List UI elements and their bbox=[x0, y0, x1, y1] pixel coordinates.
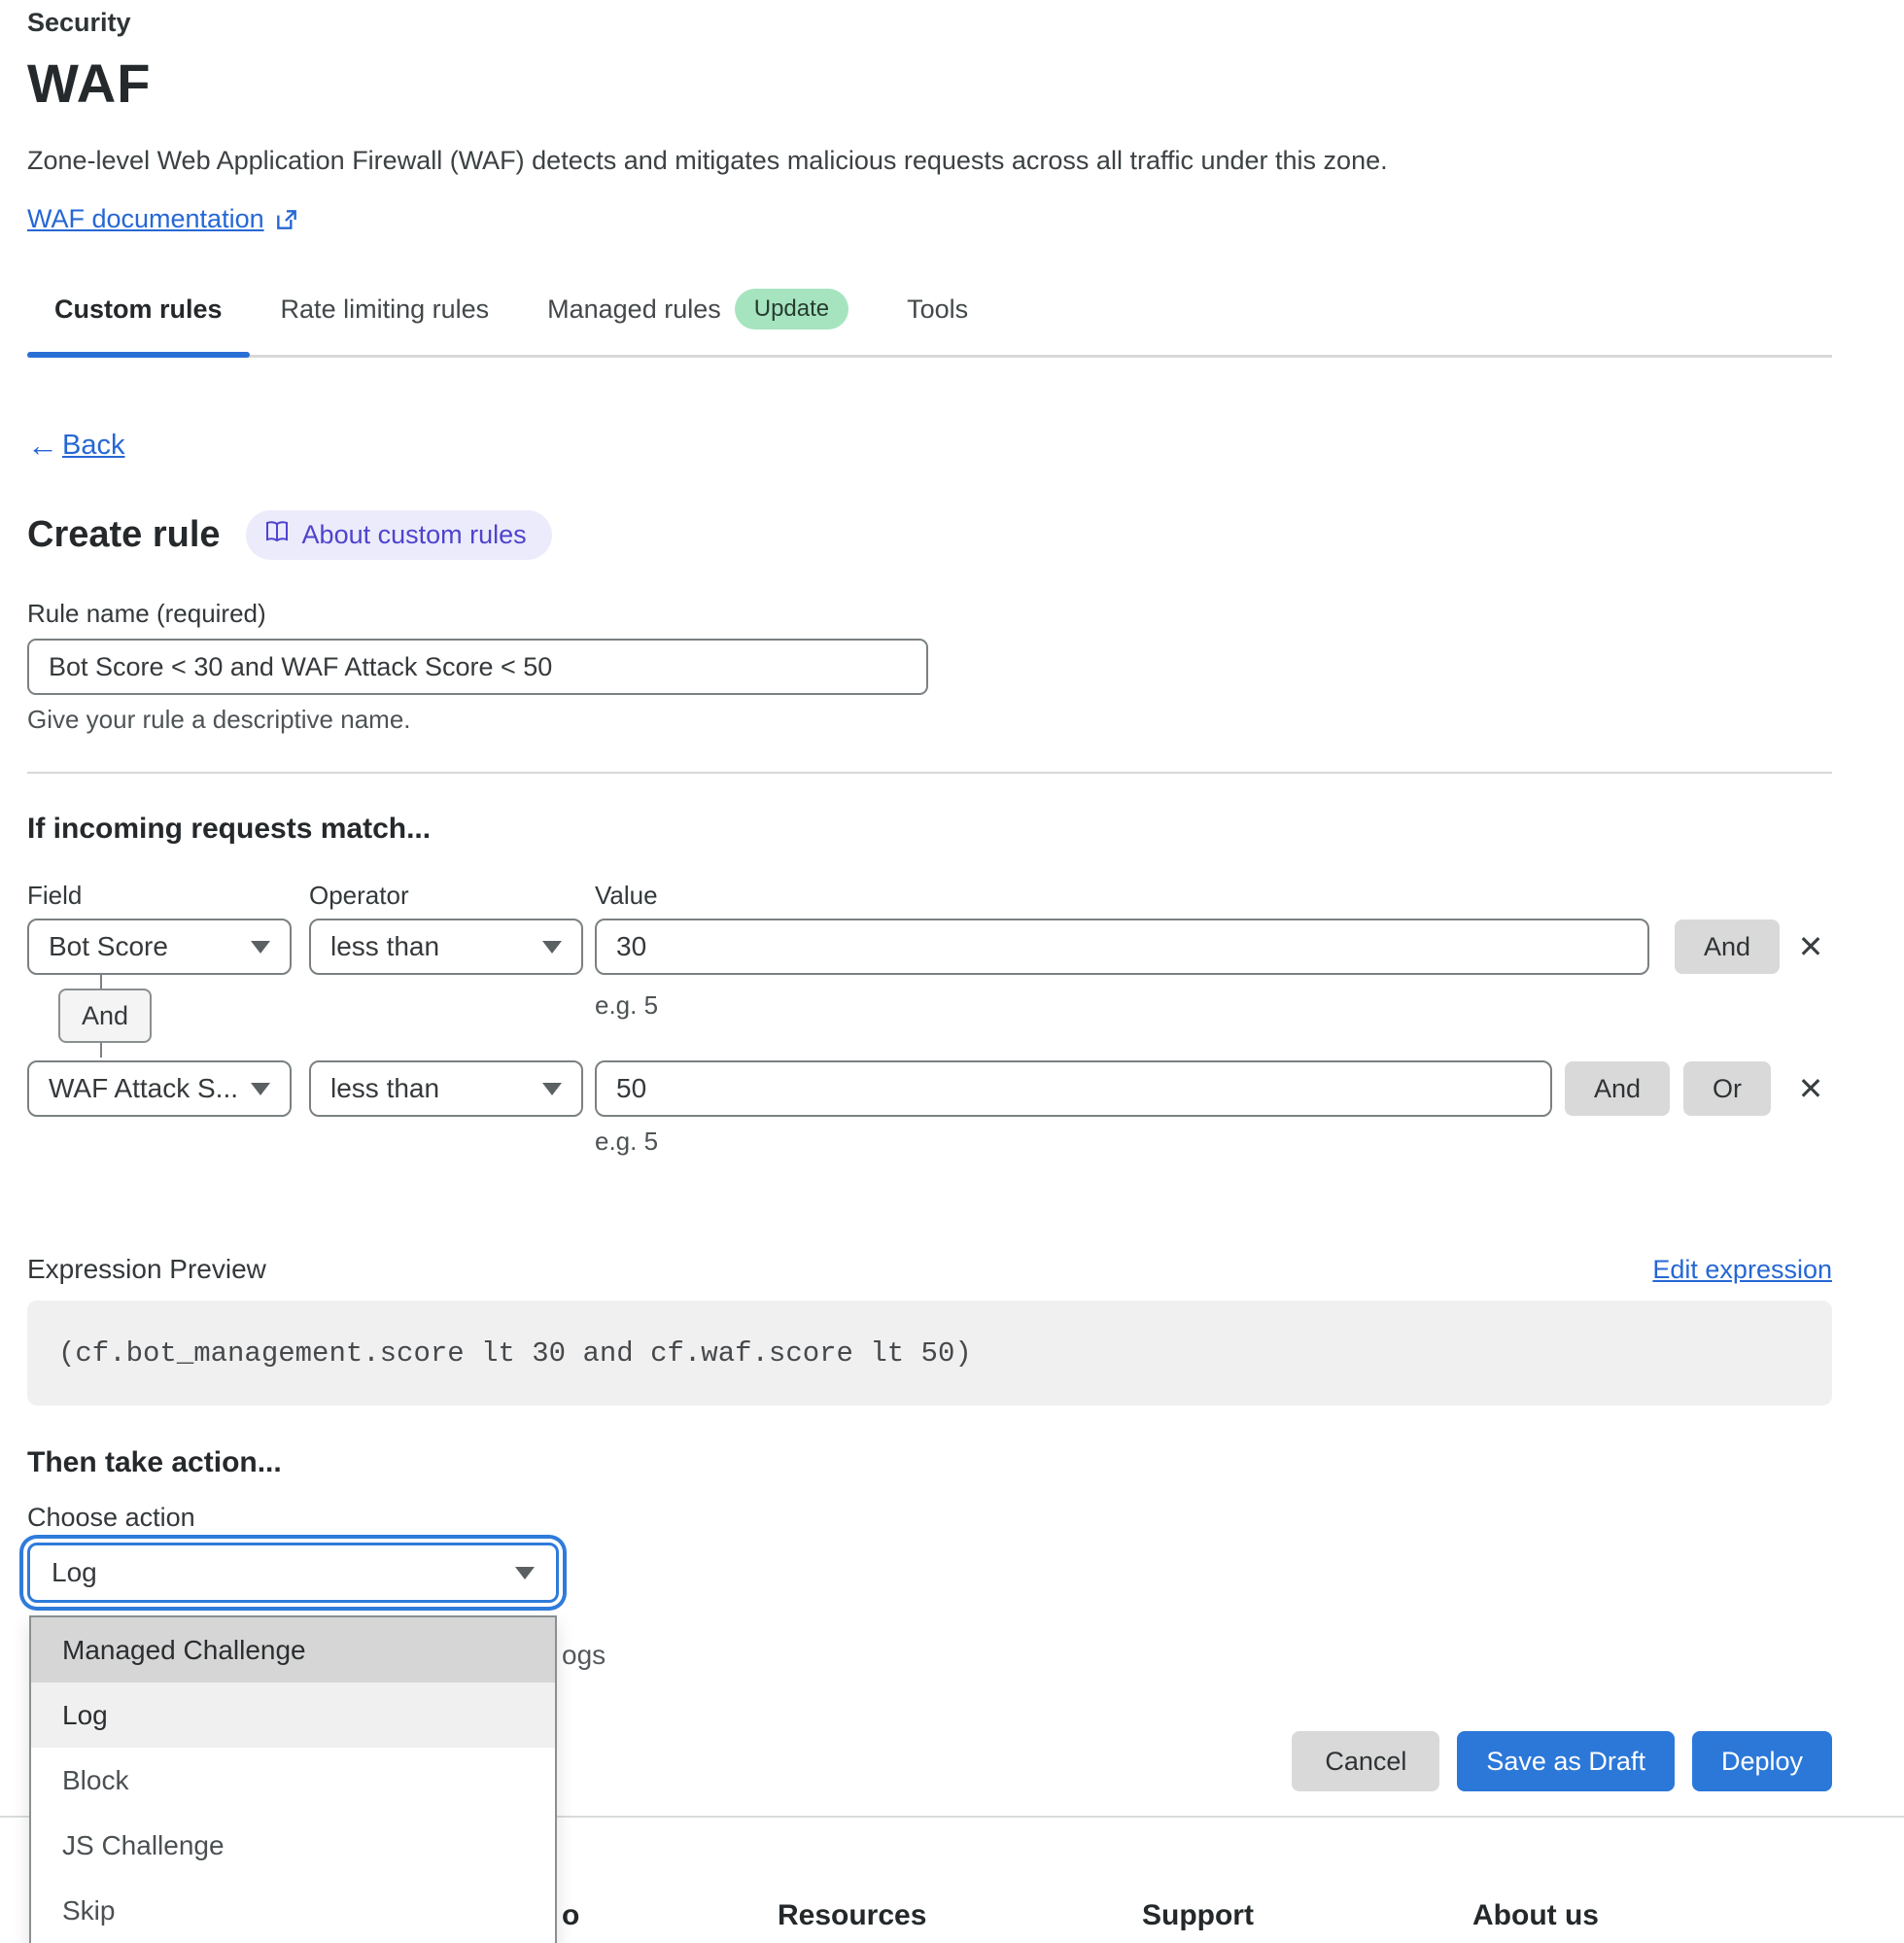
footer-heading-support: Support bbox=[1142, 1899, 1254, 1931]
arrow-left-icon: ← bbox=[27, 428, 58, 463]
save-as-draft-button[interactable]: Save as Draft bbox=[1457, 1731, 1675, 1791]
tab-label: Tools bbox=[907, 295, 969, 324]
breadcrumb-security: Security bbox=[27, 8, 131, 37]
cancel-button[interactable]: Cancel bbox=[1292, 1731, 1440, 1791]
about-custom-rules-badge[interactable]: About custom rules bbox=[245, 510, 552, 560]
back-label: Back bbox=[62, 430, 125, 461]
field-column-label: Field bbox=[27, 881, 83, 910]
obscured-helper-text: ogs bbox=[562, 1640, 606, 1670]
condition-connector-area: And e.g. 5 bbox=[27, 974, 1832, 1060]
operator-select-value: less than bbox=[330, 931, 440, 961]
page-description: Zone-level Web Application Firewall (WAF… bbox=[27, 146, 1388, 175]
option-js-challenge[interactable]: JS Challenge bbox=[62, 1829, 225, 1860]
field-select-value: Bot Score bbox=[49, 931, 168, 961]
about-badge-label: About custom rules bbox=[301, 520, 527, 549]
expression-header: Expression Preview Edit expression bbox=[27, 1254, 1832, 1285]
tab-label: Rate limiting rules bbox=[280, 295, 490, 324]
value-input[interactable] bbox=[595, 1060, 1552, 1117]
action-dropdown-menu: Managed Challenge Log Block JS Challenge… bbox=[29, 1615, 557, 1943]
action-select[interactable]: Log bbox=[27, 1543, 559, 1603]
section-divider bbox=[27, 772, 1832, 774]
field-select[interactable]: WAF Attack S... bbox=[27, 1060, 292, 1117]
tab-label: Custom rules bbox=[54, 295, 223, 324]
value-hint: e.g. 5 bbox=[595, 1127, 659, 1156]
expression-preview-box: (cf.bot_management.score lt 30 and cf.wa… bbox=[27, 1301, 1832, 1405]
expression-code: (cf.bot_management.score lt 30 and cf.wa… bbox=[58, 1336, 972, 1370]
doc-link-label: WAF documentation bbox=[27, 204, 264, 233]
add-or-condition-button[interactable]: Or bbox=[1683, 1061, 1772, 1116]
page-title: WAF bbox=[27, 52, 152, 114]
rule-name-label: Rule name (required) bbox=[27, 599, 266, 628]
field-select[interactable]: Bot Score bbox=[27, 919, 292, 975]
condition-column-labels: Field Operator Value bbox=[27, 881, 1832, 911]
option-managed-challenge[interactable]: Managed Challenge bbox=[31, 1617, 555, 1683]
remove-condition-button[interactable]: ✕ bbox=[1789, 925, 1832, 968]
footer-heading-about-us: About us bbox=[1472, 1899, 1599, 1931]
condition-connector: And bbox=[58, 974, 153, 1058]
expression-preview-label: Expression Preview bbox=[27, 1254, 266, 1284]
condition-row: Bot Score less than And ✕ bbox=[27, 919, 1832, 975]
value-hint: e.g. 5 bbox=[595, 990, 659, 1020]
create-rule-title: Create rule bbox=[27, 514, 221, 555]
condition-row: WAF Attack S... less than And Or ✕ bbox=[27, 1060, 1832, 1117]
field-select-value: WAF Attack S... bbox=[49, 1073, 239, 1103]
tab-rate-limiting-rules[interactable]: Rate limiting rules bbox=[254, 289, 517, 355]
main-content: Security WAF Zone-level Web Application … bbox=[27, 8, 1832, 1943]
tab-label: Managed rules bbox=[547, 295, 721, 324]
connector-line bbox=[100, 974, 102, 989]
add-and-condition-button[interactable]: And bbox=[1675, 919, 1781, 974]
operator-select[interactable]: less than bbox=[309, 919, 583, 975]
connector-and-toggle[interactable]: And bbox=[58, 989, 153, 1043]
chevron-down-icon bbox=[515, 1566, 535, 1579]
deploy-button[interactable]: Deploy bbox=[1691, 1731, 1832, 1791]
action-select-wrap: Log ogs Managed Challenge Log Block JS C… bbox=[27, 1543, 606, 1943]
back-link[interactable]: ← Back bbox=[27, 428, 124, 464]
operator-select-value: less than bbox=[330, 1073, 440, 1103]
rule-name-input[interactable] bbox=[27, 639, 928, 695]
chevron-down-icon bbox=[542, 940, 562, 954]
close-icon: ✕ bbox=[1797, 929, 1824, 964]
operator-select[interactable]: less than bbox=[309, 1060, 583, 1117]
form-actions: Cancel Save as Draft Deploy bbox=[27, 1731, 1832, 1791]
add-and-condition-button[interactable]: And bbox=[1565, 1061, 1671, 1116]
create-rule-header: Create rule About custom rules bbox=[27, 510, 1832, 560]
tab-bar: Custom rules Rate limiting rules Managed… bbox=[27, 289, 1832, 358]
action-select-value: Log bbox=[52, 1557, 97, 1587]
option-skip[interactable]: Skip bbox=[62, 1894, 116, 1926]
chevron-down-icon bbox=[251, 1082, 270, 1095]
value-column-label: Value bbox=[595, 881, 658, 910]
tab-tools[interactable]: Tools bbox=[880, 289, 995, 355]
close-icon: ✕ bbox=[1797, 1071, 1824, 1106]
action-heading: Then take action... bbox=[27, 1446, 282, 1478]
rule-name-helper: Give your rule a descriptive name. bbox=[27, 705, 411, 734]
book-icon bbox=[263, 520, 291, 550]
edit-expression-link[interactable]: Edit expression bbox=[1652, 1255, 1832, 1284]
operator-column-label: Operator bbox=[309, 881, 409, 910]
choose-action-label: Choose action bbox=[27, 1503, 195, 1532]
tab-managed-rules[interactable]: Managed rules Update bbox=[520, 289, 876, 355]
connector-line bbox=[100, 1043, 102, 1058]
external-link-icon bbox=[274, 207, 299, 232]
footer-heading-obscured: o bbox=[562, 1899, 580, 1931]
tab-custom-rules[interactable]: Custom rules bbox=[27, 289, 250, 358]
update-badge: Update bbox=[734, 289, 849, 330]
value-input[interactable] bbox=[595, 919, 1649, 975]
chevron-down-icon bbox=[251, 940, 270, 954]
remove-condition-button[interactable]: ✕ bbox=[1789, 1067, 1832, 1110]
chevron-down-icon bbox=[542, 1082, 562, 1095]
option-block[interactable]: Block bbox=[62, 1764, 129, 1795]
footer-heading-resources: Resources bbox=[778, 1899, 927, 1931]
waf-documentation-link[interactable]: WAF documentation bbox=[27, 204, 299, 234]
match-heading: If incoming requests match... bbox=[27, 813, 432, 845]
option-log[interactable]: Log bbox=[31, 1683, 555, 1748]
